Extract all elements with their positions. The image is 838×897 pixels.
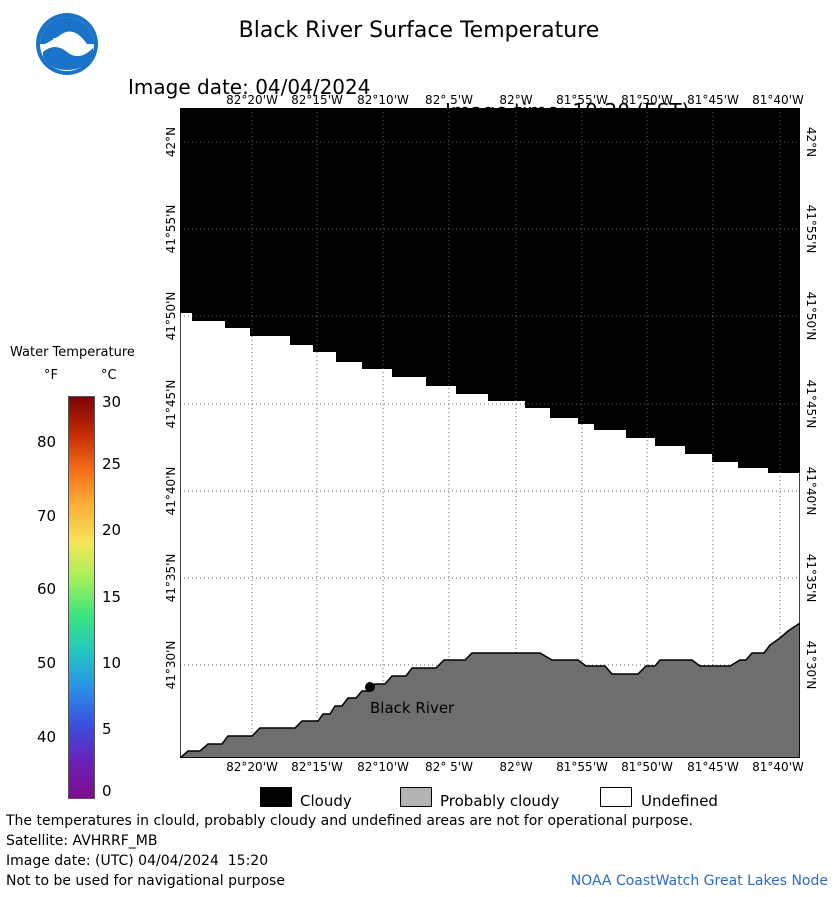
legend-title: Water Temperature <box>10 345 135 360</box>
lon-label-top: 82°10'W <box>357 93 409 107</box>
lon-label-top: 82°15'W <box>291 93 343 107</box>
lon-label-top: 81°55'W <box>556 93 608 107</box>
celsius-tick: 25 <box>102 455 122 473</box>
fahrenheit-tick: 80 <box>37 433 57 451</box>
key-swatch-cloudy <box>260 787 292 807</box>
celsius-tick: 20 <box>102 521 122 539</box>
lat-label-right: 41°55'N <box>804 204 818 254</box>
black-river-marker <box>365 682 375 692</box>
fahrenheit-tick: 40 <box>37 728 57 746</box>
lon-label-bottom: 81°55'W <box>556 760 608 774</box>
lon-label-top: 81°45'W <box>687 93 739 107</box>
celsius-tick: 5 <box>102 720 112 738</box>
lon-label-bottom: 82° 5'W <box>425 760 473 774</box>
celsius-tick: 10 <box>102 654 122 672</box>
lat-label-left: 41°40'N <box>164 466 178 516</box>
lon-label-top: 81°50'W <box>621 93 673 107</box>
lat-label-left: 41°45'N <box>164 379 178 429</box>
celsius-tick: 30 <box>102 393 122 411</box>
fahrenheit-tick: 70 <box>37 507 57 525</box>
svg-text:NOAA: NOAA <box>52 37 81 48</box>
temperature-colorbar <box>68 396 95 799</box>
celsius-tick: 0 <box>102 782 112 800</box>
utc-date-text: Image date: (UTC) 04/04/2024 15:20 <box>6 853 269 869</box>
graticule <box>180 108 800 758</box>
lon-label-top: 82°W <box>499 93 533 107</box>
lat-label-left: 42°N <box>164 126 178 158</box>
lon-label-bottom: 82°W <box>499 760 533 774</box>
disclaimer-text: The temperatures in clould, probably clo… <box>6 813 693 829</box>
lat-label-right: 41°30'N <box>804 640 818 690</box>
lon-label-bottom: 82°10'W <box>357 760 409 774</box>
fahrenheit-tick: 60 <box>37 580 57 598</box>
key-swatch-probably-cloudy <box>400 787 432 807</box>
land-region <box>180 622 800 758</box>
lon-label-bottom: 81°40'W <box>752 760 804 774</box>
lon-label-bottom: 81°50'W <box>621 760 673 774</box>
unit-fahrenheit: °F <box>44 368 58 383</box>
map-area: Black River <box>180 108 800 758</box>
cloudy-region <box>180 108 800 473</box>
lon-label-top: 81°40'W <box>752 93 804 107</box>
satellite-text: Satellite: AVHRRF_MB <box>6 833 158 849</box>
key-label-cloudy: Cloudy <box>300 792 352 810</box>
navigation-warning: Not to be used for navigational purpose <box>6 873 285 889</box>
lat-label-right: 41°45'N <box>804 379 818 429</box>
page-title: Black River Surface Temperature <box>238 18 600 43</box>
lat-label-left: 41°55'N <box>164 204 178 254</box>
lon-label-top: 82°20'W <box>226 93 278 107</box>
black-river-label: Black River <box>370 699 455 717</box>
lon-label-top: 82° 5'W <box>425 93 473 107</box>
lon-label-bottom: 82°20'W <box>226 760 278 774</box>
lat-label-right: 41°35'N <box>804 553 818 603</box>
credit-text: NOAA CoastWatch Great Lakes Node <box>570 873 828 889</box>
lat-label-left: 41°50'N <box>164 291 178 341</box>
lon-label-bottom: 82°15'W <box>291 760 343 774</box>
key-swatch-undefined <box>600 787 632 807</box>
noaa-logo: NOAA <box>36 13 98 75</box>
unit-celsius: °C <box>101 368 117 383</box>
key-label-probably-cloudy: Probably cloudy <box>440 792 560 810</box>
lat-label-right: 41°50'N <box>804 291 818 341</box>
fahrenheit-tick: 50 <box>37 654 57 672</box>
celsius-tick: 15 <box>102 588 122 606</box>
lat-label-right: 42°N <box>804 126 818 158</box>
lat-label-left: 41°30'N <box>164 640 178 690</box>
lon-label-bottom: 81°45'W <box>687 760 739 774</box>
lat-label-left: 41°35'N <box>164 553 178 603</box>
lat-label-right: 41°40'N <box>804 466 818 516</box>
key-label-undefined: Undefined <box>641 792 718 810</box>
image-date: Image date: 04/04/2024 <box>128 75 371 99</box>
